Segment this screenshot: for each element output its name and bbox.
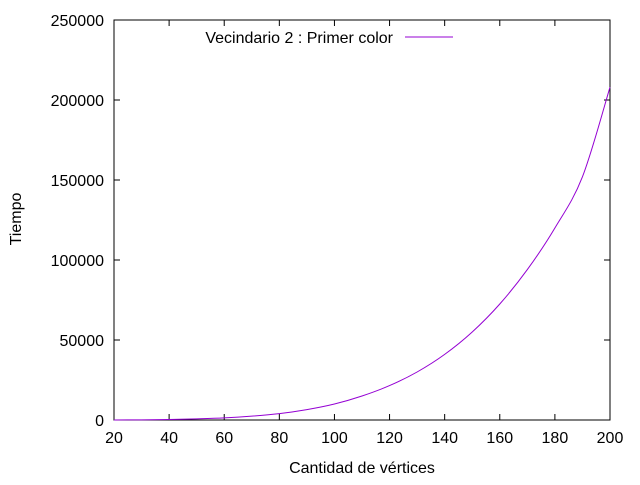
y-axis-label: Tiempo [8, 193, 25, 246]
series-layer [113, 87, 611, 421]
series-line [113, 87, 611, 421]
y-tick-label: 200000 [51, 93, 104, 110]
y-tick-label: 50000 [60, 333, 105, 350]
x-axis-label: Cantidad de vértices [289, 460, 435, 477]
x-tick-label: 40 [160, 430, 178, 447]
x-tick-label: 120 [376, 430, 403, 447]
x-tick-label: 160 [486, 430, 513, 447]
x-tick-label: 80 [270, 430, 288, 447]
x-tick-label: 180 [542, 430, 569, 447]
legend-label: Vecindario 2 : Primer color [205, 30, 393, 47]
legend: Vecindario 2 : Primer color [205, 30, 453, 47]
y-tick-label: 0 [95, 413, 104, 430]
x-tick-label: 20 [105, 430, 123, 447]
y-tick-label: 250000 [51, 13, 104, 30]
axes [113, 19, 611, 421]
ticks: 20 40 60 80 100 120 140 160 180 200 0 50000 100000 15… [51, 13, 624, 447]
x-tick-label: 100 [321, 430, 348, 447]
y-tick-label: 150000 [51, 173, 104, 190]
plot-frame [113, 19, 611, 421]
y-tick-label: 100000 [51, 253, 104, 270]
x-tick-label: 200 [597, 430, 624, 447]
x-tick-label: 140 [431, 430, 458, 447]
x-tick-label: 60 [215, 430, 233, 447]
